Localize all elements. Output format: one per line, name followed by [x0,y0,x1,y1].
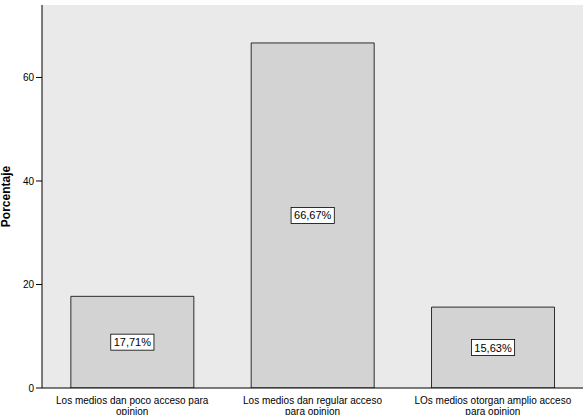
svg-text:15,63%: 15,63% [474,342,512,354]
svg-text:20: 20 [23,279,35,290]
svg-text:0: 0 [28,383,34,394]
svg-text:Los medios dan regular acceso: Los medios dan regular acceso [243,395,382,406]
svg-text:para opinion: para opinion [465,406,520,415]
svg-text:para opinion: para opinion [285,406,340,415]
svg-text:17,71%: 17,71% [114,336,152,348]
svg-text:LOs medios otorgan amplio acce: LOs medios otorgan amplio acceso [414,395,571,406]
svg-text:opinion: opinion [116,406,148,415]
svg-text:40: 40 [23,176,35,187]
svg-text:Los medios dan poco acceso par: Los medios dan poco acceso para [56,395,209,406]
svg-text:60: 60 [23,72,35,83]
svg-text:Porcentaje: Porcentaje [8,165,13,227]
svg-text:66,67%: 66,67% [294,209,332,221]
